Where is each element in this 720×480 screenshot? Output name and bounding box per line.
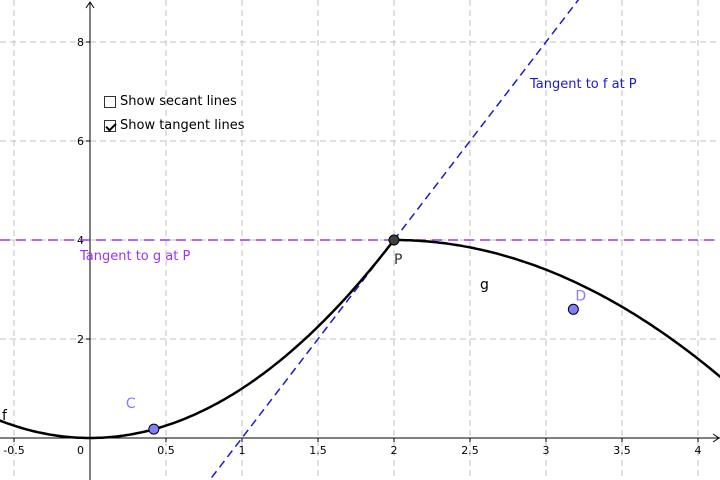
x-tick-label: 1 (239, 444, 246, 457)
tick-labels: -0.500.511.522.533.542468 (3, 36, 701, 457)
label-tangent-f: Tangent to f at P (529, 77, 637, 92)
x-tick-label: 3.5 (613, 444, 631, 457)
y-tick-label: 2 (77, 333, 84, 346)
curve-f (0, 239, 395, 440)
x-tick-label: -0.5 (3, 444, 24, 457)
point-D[interactable] (567, 303, 579, 315)
label-P: P (394, 252, 402, 268)
y-axis-arrow (85, 1, 95, 9)
tangent-checkbox[interactable] (104, 119, 116, 132)
tangent-checkbox-label: Show tangent lines (120, 118, 245, 133)
secant-checkbox[interactable] (104, 95, 116, 108)
curve-g (394, 238, 720, 379)
x-tick-label: 2 (391, 444, 398, 457)
secant-checkbox-row[interactable]: Show secant lines (104, 94, 237, 109)
x-tick-label: 0.5 (157, 444, 175, 457)
x-tick-label: 4 (695, 444, 702, 457)
label-tangent-g: Tangent to g at P (79, 249, 190, 264)
label-f: f (2, 408, 8, 424)
label-g: g (480, 277, 489, 293)
point-P[interactable] (388, 234, 400, 246)
secant-checkbox-label: Show secant lines (120, 94, 237, 109)
y-tick-label: 8 (77, 36, 84, 49)
x-tick-label: 1.5 (309, 444, 327, 457)
x-tick-label: 0 (77, 444, 84, 457)
x-tick-label: 3 (543, 444, 550, 457)
label-C: C (126, 396, 136, 412)
point-C[interactable] (148, 423, 160, 435)
y-tick-label: 6 (77, 135, 84, 148)
x-axis-arrow (712, 433, 720, 443)
tangent-checkbox-row[interactable]: Show tangent lines (104, 118, 244, 133)
label-D: D (575, 288, 586, 304)
x-tick-label: 2.5 (461, 444, 479, 457)
